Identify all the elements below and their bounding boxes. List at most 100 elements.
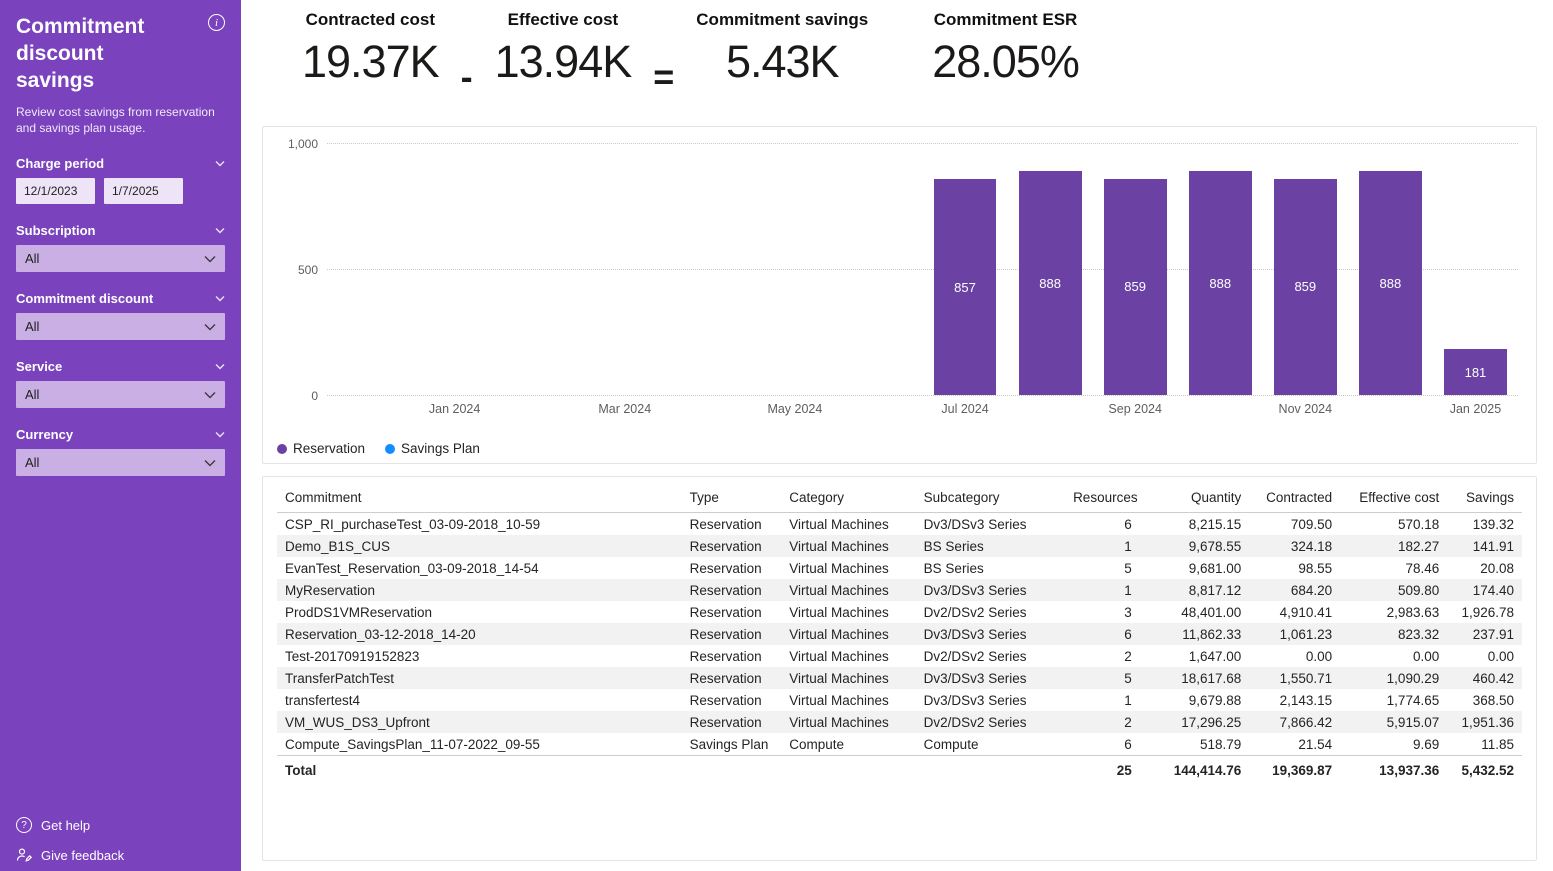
legend-item-reservation[interactable]: Reservation xyxy=(277,441,365,456)
x-axis: Jan 2024 Mar 2024 May 2024 Jul 2024 Sep 2024… xyxy=(327,395,1518,423)
kpi-value: 19.37K xyxy=(302,36,440,87)
give-feedback-label: Give feedback xyxy=(41,847,125,863)
column-header[interactable]: Type xyxy=(681,482,782,513)
savings-plan-dot-icon xyxy=(385,443,396,454)
kpi-contracted-cost: Contracted cost 19.37K xyxy=(302,10,440,88)
chart-bar-sep-2024[interactable]: 859 xyxy=(1103,178,1167,395)
legend-item-savings-plan[interactable]: Savings Plan xyxy=(385,441,480,456)
table-row[interactable]: Reservation_03-12-2018_14-20 Reservation V… xyxy=(277,623,1522,645)
table-cell: EvanTest_Reservation_03-09-2018_14-54 xyxy=(285,560,539,576)
table-cell: Virtual Machines xyxy=(789,714,889,730)
filter-subscription: Subscription All xyxy=(16,223,225,273)
table-cell: Reservation xyxy=(689,604,762,620)
table-row[interactable]: ProdDS1VMReservation Reservation Virtual M… xyxy=(277,601,1522,623)
x-axis-label: Jan 2024 xyxy=(428,402,481,416)
commitment-discount-dropdown[interactable]: All xyxy=(16,313,225,341)
chart-bar-oct-2024[interactable]: 888 xyxy=(1188,171,1252,395)
total-cell: 13,937.36 xyxy=(1340,755,1448,785)
x-axis-label: Jan 2025 xyxy=(1449,402,1502,416)
chart-bar-nov-2024[interactable]: 859 xyxy=(1273,178,1337,395)
column-header[interactable]: Commitment xyxy=(277,482,682,513)
table-row[interactable]: MyReservation Reservation Virtual Machines… xyxy=(277,579,1522,601)
table-cell: 684.20 xyxy=(1290,582,1333,598)
service-dropdown[interactable]: All xyxy=(16,381,225,409)
total-cell: Total xyxy=(277,755,682,785)
column-header[interactable]: Savings xyxy=(1447,482,1522,513)
table-cell: 11.85 xyxy=(1481,736,1514,752)
table-cell: BS Series xyxy=(923,560,984,576)
table-cell: Dv2/DSv2 Series xyxy=(923,714,1027,730)
table-cell: Reservation xyxy=(689,538,762,554)
table-row[interactable]: EvanTest_Reservation_03-09-2018_14-54 Res… xyxy=(277,557,1522,579)
column-header[interactable]: Effective cost xyxy=(1340,482,1448,513)
sidebar: Commitment discount savings i Review cos… xyxy=(0,0,241,871)
table-cell: 17,296.25 xyxy=(1181,714,1242,730)
table-row[interactable]: transfertest4 Reservation Virtual Machines… xyxy=(277,689,1522,711)
table-cell: ProdDS1VMReservation xyxy=(285,604,433,620)
table-cell: Compute xyxy=(923,736,979,752)
table-cell: 570.18 xyxy=(1397,516,1440,532)
kpi-value: 13.94K xyxy=(494,36,633,87)
table-cell: Virtual Machines xyxy=(789,670,889,686)
chart-bar-dec-2024[interactable]: 888 xyxy=(1358,171,1422,395)
info-icon[interactable]: i xyxy=(208,14,225,31)
total-cell: 19,369.87 xyxy=(1249,755,1341,785)
table-cell: 1 xyxy=(1124,692,1132,708)
chevron-down-icon xyxy=(204,255,216,263)
table-cell: 3 xyxy=(1124,604,1132,620)
table-cell: 18,617.68 xyxy=(1181,670,1242,686)
column-header[interactable]: Quantity xyxy=(1139,482,1250,513)
bar-value-label: 888 xyxy=(1039,275,1061,291)
table-row[interactable]: Test-20170919152823 Reservation Virtual Ma… xyxy=(277,645,1522,667)
table-cell: Test-20170919152823 xyxy=(285,648,420,664)
get-help-link[interactable]: ? Get help xyxy=(16,817,124,833)
table-cell: Dv3/DSv3 Series xyxy=(923,626,1027,642)
table-cell: Reservation xyxy=(689,560,762,576)
chevron-down-icon xyxy=(215,432,225,438)
subscription-dropdown[interactable]: All xyxy=(16,245,225,273)
total-cell: 5,432.52 xyxy=(1447,755,1522,785)
table-cell: 1,647.00 xyxy=(1188,648,1242,664)
table-cell: 509.80 xyxy=(1397,582,1440,598)
table-cell: 1,774.65 xyxy=(1386,692,1440,708)
chart-bar-jan-2025[interactable]: 181 xyxy=(1443,349,1507,395)
column-header[interactable]: Resources xyxy=(1065,482,1140,513)
table-row[interactable]: VM_WUS_DS3_Upfront Reservation Virtual Mac… xyxy=(277,711,1522,733)
table-cell: Virtual Machines xyxy=(789,516,889,532)
bar-value-label: 181 xyxy=(1464,364,1487,380)
y-axis-label: 0 xyxy=(311,389,318,403)
table-cell: 368.50 xyxy=(1472,692,1514,708)
currency-dropdown[interactable]: All xyxy=(16,449,225,477)
table-row[interactable]: Compute_SavingsPlan_11-07-2022_09-55 Savi… xyxy=(277,733,1522,756)
table-cell: 0.00 xyxy=(1412,648,1440,664)
table-cell: Reservation xyxy=(689,648,762,664)
table-cell: VM_WUS_DS3_Upfront xyxy=(285,714,430,730)
table-cell: BS Series xyxy=(923,538,984,554)
service-value: All xyxy=(25,387,40,403)
charge-period-start-input[interactable] xyxy=(16,178,95,205)
legend-label: Reservation xyxy=(293,441,366,456)
chevron-down-icon xyxy=(215,364,225,370)
table-cell: 9,679.88 xyxy=(1188,692,1242,708)
table-cell: Savings Plan xyxy=(689,736,769,752)
column-header[interactable]: Subcategory xyxy=(915,482,1066,513)
table-cell: 1 xyxy=(1124,582,1132,598)
chart-bar-aug-2024[interactable]: 888 xyxy=(1018,171,1082,395)
chart-bar-jul-2024[interactable]: 857 xyxy=(933,179,997,395)
column-header[interactable]: Category xyxy=(781,482,916,513)
charge-period-end-input[interactable] xyxy=(104,178,183,205)
chevron-down-icon xyxy=(204,391,216,399)
give-feedback-link[interactable]: Give feedback xyxy=(16,847,124,863)
table-cell: 20.08 xyxy=(1480,560,1514,576)
table-cell: 174.40 xyxy=(1472,582,1514,598)
subscription-value: All xyxy=(25,251,40,267)
column-header[interactable]: Contracted xyxy=(1249,482,1341,513)
feedback-icon xyxy=(16,848,32,862)
table-row[interactable]: TransferPatchTest Reservation Virtual Mach… xyxy=(277,667,1522,689)
table-cell: 2 xyxy=(1124,714,1132,730)
table-row[interactable]: CSP_RI_purchaseTest_03-09-2018_10-59 Rese… xyxy=(277,513,1522,536)
table-cell: Dv3/DSv3 Series xyxy=(923,692,1027,708)
table-cell: 1,951.36 xyxy=(1461,714,1514,730)
table-row[interactable]: Demo_B1S_CUS Reservation Virtual Machines B… xyxy=(277,535,1522,557)
bar-value-label: 888 xyxy=(1209,275,1232,291)
